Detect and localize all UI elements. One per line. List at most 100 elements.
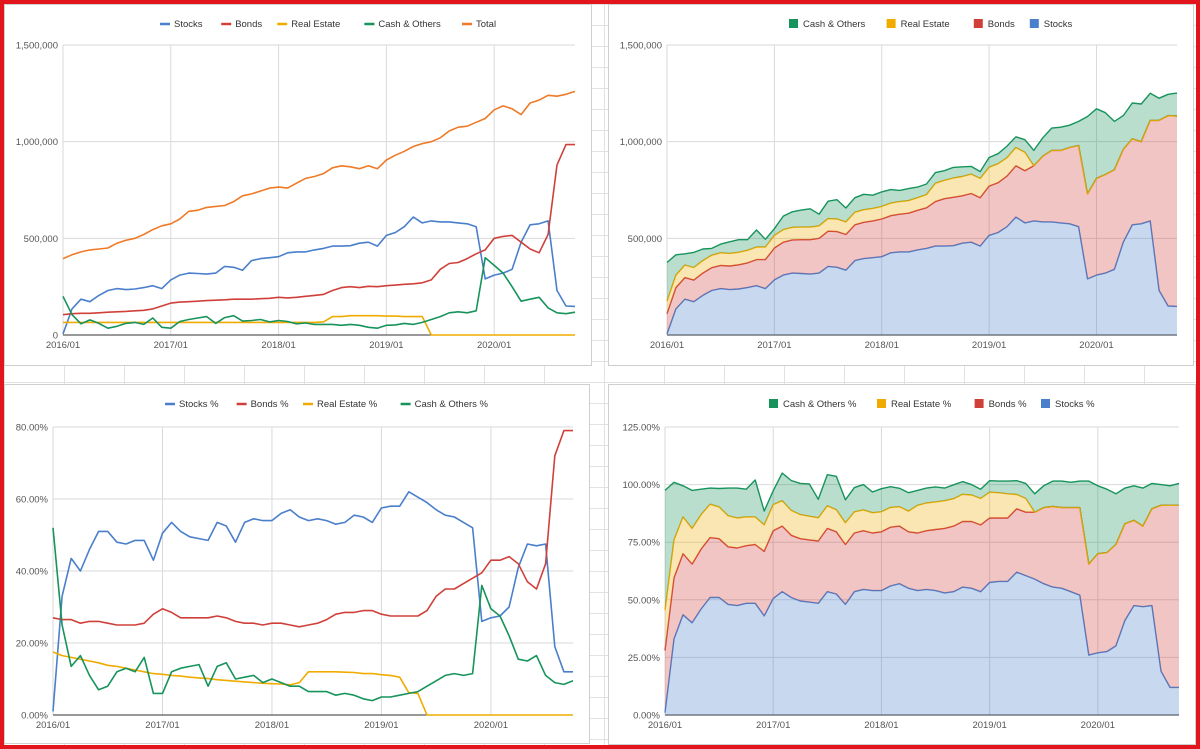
y-tick-label: 1,500,000 [620, 41, 662, 52]
legend-swatch [1041, 399, 1050, 408]
legend-item-real-estate-pct[interactable]: Real Estate % [303, 399, 378, 410]
legend-label: Real Estate [901, 19, 950, 30]
chart-values-line[interactable]: 0 500,000 1,000,000 1,500,000 2016/01 2017/01… [4, 4, 592, 366]
x-tick-label: 2019/01 [369, 340, 403, 351]
legend-item-stocks[interactable]: Stocks [1029, 19, 1073, 30]
x-tick-label: 2017/01 [154, 340, 188, 351]
legend-swatch [1029, 19, 1039, 28]
legend-label: Real Estate % [317, 399, 378, 410]
area-fill-real-estate-pct[interactable] [665, 492, 1179, 651]
y-tick-label: 75.00% [628, 538, 661, 549]
x-tick-label: 2018/01 [865, 340, 899, 351]
x-tick-label: 2017/01 [756, 720, 790, 731]
y-tick-label: 0.00% [21, 711, 48, 722]
y-tick-label: 80.00% [16, 423, 49, 434]
legend-label: Cash & Others [378, 19, 441, 30]
area-edge-stocks [666, 216, 1178, 335]
x-tick-label: 2016/01 [36, 720, 70, 731]
area-fill-bonds[interactable] [667, 115, 1177, 334]
y-tick-label: 0 [53, 331, 58, 342]
area-edge-cash-and-others [666, 92, 1178, 264]
x-tick-label: 2020/01 [474, 720, 508, 731]
series-line-stocks[interactable] [62, 216, 576, 335]
y-tick-label: 0.00% [633, 711, 660, 722]
legend-label: Bonds % [989, 399, 1028, 410]
x-tick-label: 2018/01 [864, 720, 898, 731]
x-tick-label: 2017/01 [145, 720, 179, 731]
legend-item-real-estate[interactable]: Real Estate [886, 19, 950, 30]
area-fill-stocks[interactable] [667, 217, 1177, 335]
series-line-real-estate[interactable] [63, 314, 575, 336]
legend-swatch [789, 19, 798, 28]
y-tick-label: 500,000 [628, 234, 662, 245]
chart-percent-stacked-area[interactable]: 0.00% 25.00% 50.00% 75.00% 100.00% 125.00% 201… [608, 384, 1196, 745]
y-tick-label: 1,500,000 [16, 41, 58, 52]
legend-swatch [769, 399, 778, 408]
chart-values-stacked-area-svg: 500,000 1,000,000 1,500,000 2016/01 2017/01 2… [620, 19, 1178, 351]
x-tick-label: 2018/01 [255, 720, 289, 731]
area-edge-cash-and-others-pct [664, 472, 1180, 512]
chart-values-line-svg: 0 500,000 1,000,000 1,500,000 2016/01 2017/01… [16, 19, 576, 351]
area-edge-real-estate [666, 114, 1178, 302]
legend-item-bonds[interactable]: Bonds [221, 19, 262, 30]
area-fill-stocks-pct[interactable] [665, 572, 1179, 715]
legend-item-total[interactable]: Total [462, 19, 496, 30]
series-line-bonds[interactable] [62, 143, 575, 316]
x-tick-label: 2020/01 [477, 340, 511, 351]
legend-label: Total [476, 19, 496, 30]
legend-swatch [877, 399, 886, 408]
x-tick-label: 2018/01 [261, 340, 295, 351]
y-tick-label: 20.00% [16, 639, 49, 650]
legend-item-bonds-pct[interactable]: Bonds % [974, 399, 1028, 410]
legend-item-stocks[interactable]: Stocks [160, 19, 203, 30]
chart-values-stacked-area[interactable]: 500,000 1,000,000 1,500,000 2016/01 2017/01 2… [608, 4, 1194, 366]
legend-item-cash-and-others[interactable]: Cash & Others [789, 19, 866, 30]
legend-item-bonds-pct[interactable]: Bonds % [236, 399, 290, 410]
series-line-cash-and-others[interactable] [62, 256, 576, 330]
x-tick-label: 2016/01 [46, 340, 80, 351]
x-tick-label: 2017/01 [757, 340, 791, 351]
legend-label: Stocks % [179, 399, 219, 410]
series-line-total[interactable] [62, 90, 576, 260]
series-line-bonds-pct[interactable] [52, 429, 573, 628]
x-tick-label: 2019/01 [364, 720, 398, 731]
y-tick-label: 1,000,000 [620, 137, 662, 148]
series-line-real-estate-pct[interactable] [52, 651, 573, 716]
legend-label: Stocks [174, 19, 203, 30]
legend-label: Cash & Others % [415, 399, 489, 410]
legend-label: Cash & Others % [783, 399, 857, 410]
legend-label: Cash & Others [803, 19, 866, 30]
y-tick-label: 1,000,000 [16, 137, 58, 148]
legend-item-cash-and-others[interactable]: Cash & Others [364, 19, 441, 30]
x-tick-label: 2016/01 [650, 340, 684, 351]
y-tick-label: 500,000 [24, 234, 58, 245]
x-tick-label: 2019/01 [972, 720, 1006, 731]
legend-item-stocks-pct[interactable]: Stocks % [165, 399, 219, 410]
legend-item-real-estate[interactable]: Real Estate [277, 19, 340, 30]
chart-percent-stacked-area-svg: 0.00% 25.00% 50.00% 75.00% 100.00% 125.00% 201… [622, 399, 1180, 731]
y-tick-label: 125.00% [622, 423, 660, 434]
legend-item-cash-and-others-pct[interactable]: Cash & Others % [400, 399, 489, 410]
series-line-stocks-pct[interactable] [52, 491, 573, 712]
area-fill-bonds-pct[interactable] [665, 505, 1179, 713]
chart-percent-line-svg: 0.00% 20.00% 40.00% 60.00% 80.00% 2016/01 2017… [16, 399, 574, 731]
area-edge-real-estate-pct [664, 491, 1179, 611]
y-tick-label: 60.00% [16, 495, 49, 506]
legend-swatch [973, 19, 983, 28]
legend-swatch [886, 19, 896, 28]
legend-label: Stocks [1044, 19, 1073, 30]
y-tick-label: 40.00% [16, 567, 49, 578]
chart-percent-line[interactable]: 0.00% 20.00% 40.00% 60.00% 80.00% 2016/01 2017… [4, 384, 590, 744]
legend-label: Real Estate % [891, 399, 952, 410]
y-tick-label: 50.00% [628, 595, 661, 606]
legend-label: Bonds [235, 19, 262, 30]
legend-item-stocks-pct[interactable]: Stocks % [1041, 399, 1095, 410]
legend-item-real-estate-pct[interactable]: Real Estate % [877, 399, 952, 410]
legend-item-cash-and-others-pct[interactable]: Cash & Others % [769, 399, 857, 410]
area-edge-stocks-pct [664, 571, 1179, 713]
area-fill-cash-and-others-pct[interactable] [665, 473, 1179, 611]
x-tick-label: 2019/01 [972, 340, 1006, 351]
series-line-cash-and-others-pct[interactable] [52, 527, 574, 702]
legend-item-bonds[interactable]: Bonds [973, 19, 1015, 30]
area-fill-cash-and-others[interactable] [667, 93, 1177, 302]
